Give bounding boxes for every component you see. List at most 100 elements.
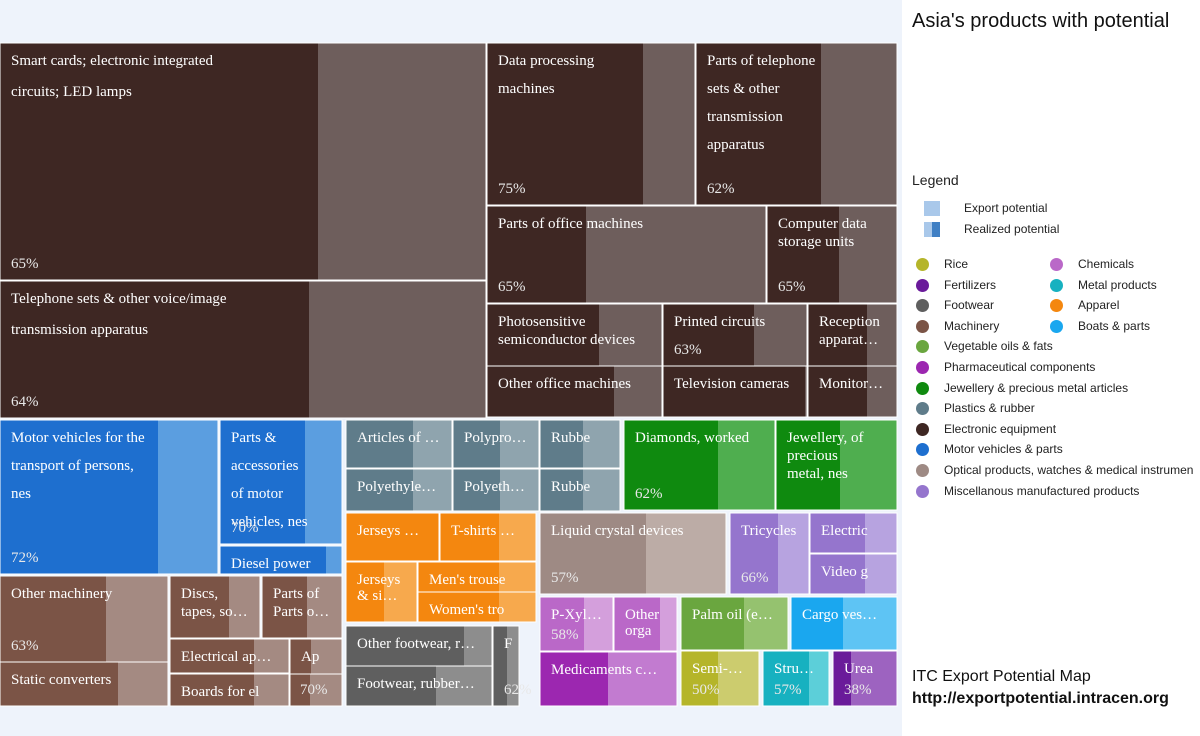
tile-reception-apparat[interactable]: Reception apparat… (807, 303, 898, 367)
tile-border (345, 665, 493, 707)
realized-potential-bar (0, 662, 118, 706)
realized-potential-bar (776, 420, 840, 510)
tile-monitor[interactable]: Monitor… (807, 365, 898, 418)
tile-label-line: Printed circuits (674, 314, 765, 330)
export-potential-label: Export potential (964, 201, 1048, 215)
legend-dot (916, 381, 929, 395)
tile-smart-cards-electronic-integrated-circuits-led-lamps[interactable]: Smart cards; electronic integrated circui… (0, 42, 487, 281)
legend-label: Machinery (944, 318, 1000, 333)
tile-polyeth[interactable]: Polyeth… (452, 468, 540, 512)
tile-parts-of-office-machines[interactable]: Parts of office machines 65% (486, 205, 767, 304)
tile-rubbe[interactable]: Rubbe (539, 419, 621, 469)
realized-potential-bar (418, 562, 499, 592)
tile-other-office-machines[interactable]: Other office machines (486, 365, 663, 418)
tile-jerseys-si[interactable]: Jerseys& si… (345, 561, 418, 623)
tile-label-line: orga (625, 623, 652, 639)
tile-motor-vehicles-for-the-transport-of-persons-nes[interactable]: Motor vehicles for the transport of perso… (0, 419, 219, 575)
tile-label-line: Parts of office machines (498, 216, 643, 232)
footer-url[interactable]: http://exportpotential.intracen.org (912, 690, 1169, 707)
realized-potential-bar (663, 366, 805, 417)
tile-f[interactable]: F 62% (492, 625, 532, 707)
tile-parts-of-telephone-sets-other-transmission-apparatus[interactable]: Parts of telephone sets & other transmissi… (695, 42, 898, 206)
realized-potential-bar (453, 469, 500, 511)
realized-potential-bar (540, 420, 583, 468)
tile-electric[interactable]: Electric (809, 512, 898, 554)
tile-label-line: Men's trouse (429, 572, 506, 588)
tile-border (539, 468, 621, 512)
tile-tricycles[interactable]: Tricycles 66% (729, 512, 810, 595)
tile-realized-percent: 72% (11, 550, 39, 566)
tile-polypro[interactable]: Polypro… (452, 419, 540, 469)
tile-liquid-crystal-devices[interactable]: Liquid crystal devices 57% (539, 512, 727, 595)
tile-cargo-ves[interactable]: Cargo ves… (790, 596, 898, 651)
tile-parts-of-parts-o[interactable]: Parts of Parts o… (261, 575, 343, 639)
realized-potential-bar (0, 43, 318, 280)
legend-label: Plastics & rubber (944, 401, 1035, 416)
realized-potential-bar (170, 576, 229, 638)
legend-label: Boats & parts (1078, 318, 1151, 333)
tile-label-line: Medicaments c… (551, 662, 657, 678)
tile-diamonds-worked[interactable]: Diamonds, worked 62% (623, 419, 776, 511)
tile-realized-percent: 38% (844, 682, 872, 698)
tile-video-g[interactable]: Video g (809, 553, 898, 595)
legend-dot (916, 299, 929, 313)
realized-potential-bar (696, 43, 821, 205)
tile-diesel-power[interactable]: Diesel power (219, 545, 343, 575)
legend-dot (916, 258, 929, 271)
tile-realized-percent: 62% (707, 181, 735, 197)
realized-potential-bar (614, 597, 660, 651)
tile-footwear-rubber[interactable]: Footwear, rubber… (345, 665, 493, 707)
tile-computer-data-storage-units[interactable]: Computer data storage units 65% (766, 205, 898, 304)
tile-men-s-trouse[interactable]: Men's trouse (417, 561, 537, 593)
realized-potential-bar (346, 420, 413, 468)
tile-other-machinery[interactable]: Other machinery 63% (0, 575, 169, 663)
tile-television-cameras[interactable]: Television cameras (662, 365, 808, 418)
tile-urea[interactable]: Urea 38% (832, 650, 898, 707)
tile-semi[interactable]: Semi-… 50% (680, 650, 760, 707)
tile-p-xyl[interactable]: P-Xyl… 58% (539, 596, 614, 652)
legend-dot (1050, 319, 1063, 333)
tile-static-converters[interactable]: Static converters (0, 661, 169, 707)
legend-dot (916, 278, 929, 292)
tile-border (169, 673, 290, 707)
tile-medicaments-c[interactable]: Medicaments c… (539, 651, 678, 707)
tile-realized-percent: 65% (11, 256, 39, 272)
tile-label-line: circuits; LED lamps (11, 84, 132, 100)
tile-label-line: Rubbe (551, 479, 591, 495)
tile-border (439, 512, 537, 562)
tile-t-shirts[interactable]: T-shirts … (439, 512, 537, 562)
tile-label-line: metal, nes (787, 466, 848, 482)
tile-palm-oil-e[interactable]: Palm oil (e… (680, 596, 789, 651)
tile-articles-of[interactable]: Articles of … (345, 419, 453, 469)
tile-70[interactable]: 70% (289, 673, 343, 707)
tile-rubbe[interactable]: Rubbe (539, 468, 621, 512)
legend-label: Electronic equipment (944, 421, 1057, 436)
tile-border (452, 419, 540, 469)
tile-boards-for-el[interactable]: Boards for el (169, 673, 290, 707)
tile-border (729, 512, 810, 595)
tile-telephone-sets-other-voice-image-transmission-apparatus[interactable]: Telephone sets & other voice/image transm… (0, 280, 487, 419)
legend-panel: Asia's products with potential Legend Ex… (902, 0, 1200, 736)
tile-parts-accessories-of-motor-vehicles-nes[interactable]: Parts & accessories of motor vehicles, nes7… (219, 419, 343, 545)
tile-border (219, 545, 343, 575)
tile-border (790, 596, 898, 651)
tile-discs-tapes-so[interactable]: Discs, tapes, so… (169, 575, 261, 639)
tile-printed-circuits[interactable]: Printed circuits 63% (662, 303, 808, 367)
tile-women-s-tro[interactable]: Women's tro (417, 591, 537, 623)
tile-other-footwear-r[interactable]: Other footwear, r… (345, 625, 493, 667)
tile-label-line: Articles of … (357, 430, 439, 446)
tile-jerseys[interactable]: Jerseys … (345, 512, 440, 562)
tile-border (680, 650, 760, 707)
tile-electrical-ap[interactable]: Electrical ap… (169, 638, 290, 674)
tile-jewellery-of-precious-metal-nes[interactable]: Jewellery, of precious metal, nes (775, 419, 898, 511)
tile-label-line: Other machinery (11, 586, 113, 602)
tile-label-line: Monitor… (819, 376, 883, 392)
tile-data-processing-machines[interactable]: Data processing machines 75% (486, 42, 696, 206)
tile-label-line: Footwear, rubber… (357, 676, 475, 692)
tile-realized-percent: 75% (498, 181, 526, 197)
tile-photosensitive-semiconductor-devices[interactable]: Photosensitive semiconductor devices (486, 303, 663, 367)
tile-polyethyle[interactable]: Polyethyle… (345, 468, 453, 512)
tile-stru[interactable]: Stru… 57% (762, 650, 830, 707)
realized-potential-bar (220, 546, 326, 574)
